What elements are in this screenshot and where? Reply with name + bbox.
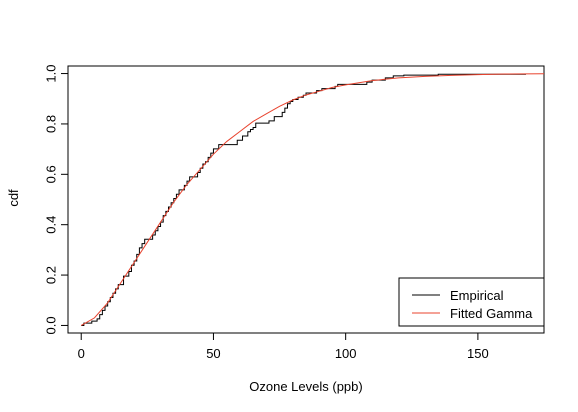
legend-box <box>398 277 545 327</box>
y-tick-label: 0.6 <box>44 165 59 183</box>
y-tick-label: 1.0 <box>44 65 59 83</box>
y-tick-label: 0.4 <box>44 216 59 234</box>
legend-label-empirical: Empirical <box>450 288 504 303</box>
axes-layer: 0 50 100 150 0.0 0.2 0.4 0.6 0.8 1.0 <box>44 65 489 361</box>
x-tick-label: 0 <box>78 346 85 361</box>
y-axis-title: cdf <box>6 189 21 207</box>
legend-label-fitted-gamma: Fitted Gamma <box>450 306 533 321</box>
y-tick-label: 0.0 <box>44 316 59 334</box>
y-tick-label: 0.8 <box>44 115 59 133</box>
x-tick-label: 50 <box>206 346 220 361</box>
x-tick-label: 100 <box>335 346 357 361</box>
x-axis-title: Ozone Levels (ppb) <box>249 379 362 394</box>
y-tick-label: 0.2 <box>44 266 59 284</box>
series-layer <box>80 73 545 326</box>
x-tick-label: 150 <box>467 346 489 361</box>
legend: Empirical Fitted Gamma <box>398 277 545 327</box>
series-line-fitted-gamma <box>80 73 545 326</box>
